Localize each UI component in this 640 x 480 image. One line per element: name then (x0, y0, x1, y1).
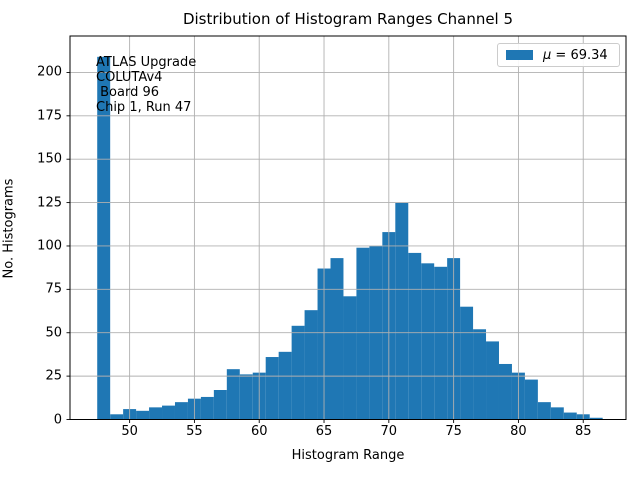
annotation-line: COLUTAv4 (96, 70, 163, 85)
histogram-bar (174, 402, 188, 420)
histogram-bar (162, 405, 175, 420)
y-tick-label: 150 (37, 151, 62, 167)
histogram-bar (473, 329, 487, 420)
x-tick-label: 50 (121, 424, 138, 439)
histogram-bar (550, 407, 564, 420)
y-tick-label: 200 (37, 64, 62, 80)
x-tick-label: 60 (250, 424, 268, 439)
y-tick-label: 100 (37, 238, 62, 254)
legend-swatch-icon (506, 50, 533, 60)
x-tick-label: 75 (445, 424, 462, 439)
legend-box: μ = 69.34 (497, 43, 620, 67)
histogram-bar (304, 310, 318, 420)
histogram-bar (356, 247, 370, 420)
histogram-bar (239, 374, 253, 420)
histogram-bar (136, 410, 150, 420)
x-tick-label: 80 (510, 424, 527, 439)
histogram-bar (149, 407, 163, 420)
y-tick-label: 125 (37, 195, 62, 211)
x-tick-label: 70 (380, 424, 398, 439)
x-axis-label: Histogram Range (291, 448, 405, 463)
histogram-bar (213, 390, 227, 420)
x-tick-label: 85 (574, 424, 592, 439)
histogram-bar (278, 351, 292, 420)
plot-annotation: ATLAS Upgrade COLUTAv4 Board 96 Chip 1, Ru… (96, 55, 196, 115)
y-tick-label: 50 (45, 325, 62, 341)
histogram-bar (110, 414, 124, 420)
y-tick-label: 75 (45, 281, 62, 297)
histogram-bar (498, 363, 512, 420)
y-tick-label: 0 (53, 412, 62, 427)
histogram-bar (524, 379, 538, 420)
histogram-bar (589, 417, 603, 420)
histogram-bar (460, 306, 474, 420)
plot-border (69, 35, 627, 420)
legend-label: μ = 69.34 (543, 48, 608, 63)
chart-title: Distribution of Histogram Ranges Channel… (182, 10, 514, 28)
histogram-bar (200, 396, 214, 420)
histogram-bar (265, 357, 279, 420)
x-tick-label: 65 (315, 424, 333, 439)
histogram-bar (226, 369, 240, 420)
annotation-line: ATLAS Upgrade (96, 55, 197, 70)
histogram-bar (408, 252, 422, 420)
histogram-bar (291, 325, 305, 420)
histogram-bar (97, 56, 111, 420)
histogram-bar (537, 402, 551, 420)
legend-value: = 69.34 (551, 47, 608, 63)
histogram-bar (343, 296, 357, 420)
histogram-bar (434, 266, 448, 420)
histogram-bar (395, 202, 409, 420)
legend-mu-symbol: μ (543, 47, 552, 63)
y-tick-label: 175 (37, 108, 62, 124)
histogram-bar (330, 258, 344, 420)
x-tick-label: 55 (186, 424, 203, 439)
histogram-bar (486, 341, 499, 420)
annotation-line: Chip 1, Run 47 (96, 100, 192, 115)
annotation-line: Board 96 (96, 85, 160, 100)
histogram-bar (563, 412, 577, 420)
y-tick-label: 25 (45, 368, 62, 384)
histogram-bar (421, 263, 435, 420)
